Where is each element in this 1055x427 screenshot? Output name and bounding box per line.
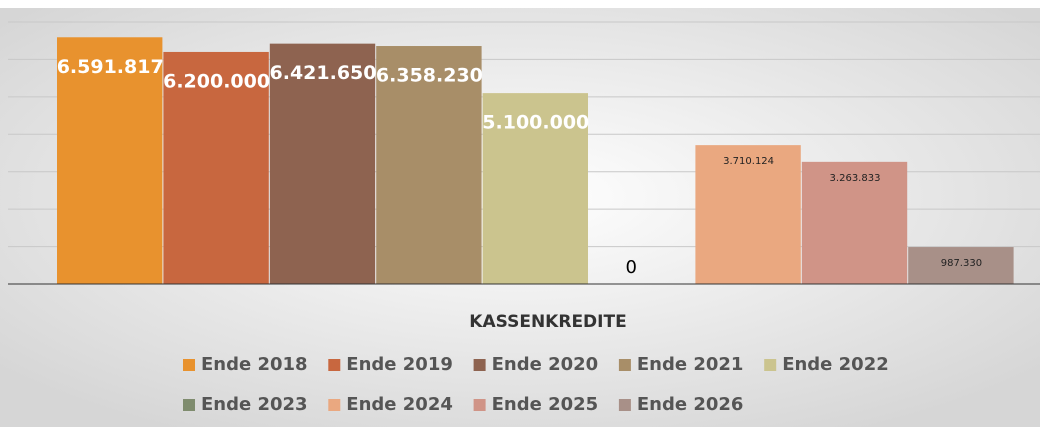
data-label: 6.421.650 [270,62,377,84]
data-label: 987.330 [941,258,982,269]
legend-label: Ende 2019 [346,354,453,375]
legend-swatch [183,359,195,371]
x-tick-label: KASSENKREDITE [469,312,626,332]
bar [376,46,482,284]
legend-label: Ende 2018 [201,354,308,375]
bar [482,93,588,284]
legend-label: Ende 2023 [201,394,308,415]
data-label: 5.100.000 [482,112,589,134]
legend-label: Ende 2022 [782,354,889,375]
data-label: 3.710.124 [723,156,774,167]
legend-swatch [183,399,195,411]
legend-label: Ende 2025 [492,394,599,415]
data-label: 3.263.833 [830,173,881,184]
bar [269,43,376,284]
legend-swatch [473,359,486,371]
bar [57,37,163,284]
bar [695,145,801,284]
legend-label: Ende 2021 [637,354,744,375]
legend-swatch [764,359,777,371]
legend-label: Ende 2024 [346,394,453,415]
bar [801,161,908,284]
data-label: 0 [625,257,636,278]
legend-swatch [328,399,341,411]
bar [163,51,269,284]
legend-swatch [328,359,341,371]
legend-swatch [618,359,631,371]
legend-label: Ende 2026 [637,394,744,415]
data-label: 6.200.000 [163,70,270,92]
data-label: 6.591.817 [57,56,164,78]
legend-swatch [473,399,486,411]
bar [908,247,1014,284]
legend-swatch [618,399,631,411]
legend-label: Ende 2020 [492,354,599,375]
data-label: 6.358.230 [376,65,483,87]
